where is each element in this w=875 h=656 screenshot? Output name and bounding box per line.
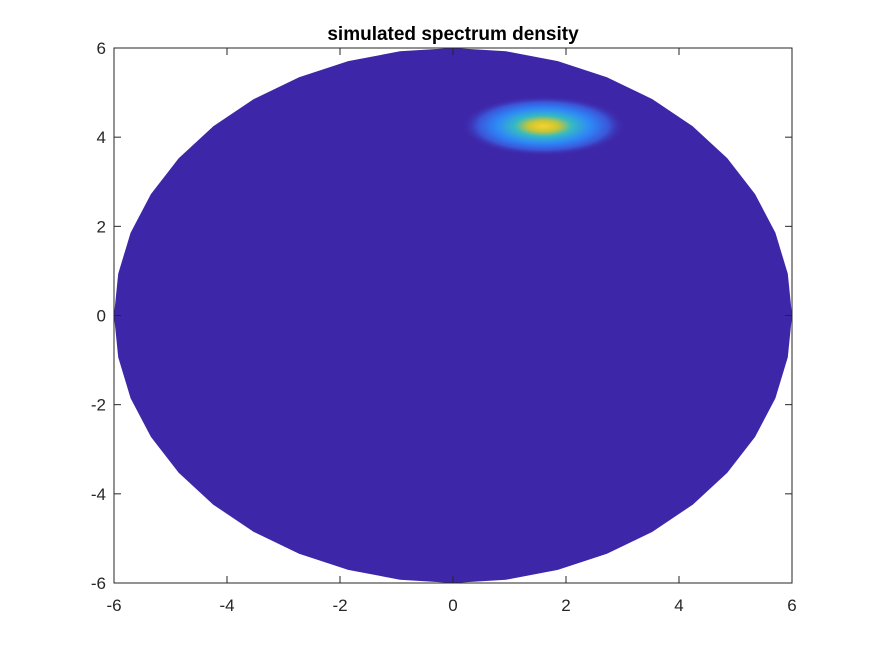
y-tick-label: 2 [97, 217, 106, 236]
y-tick-label: -2 [91, 396, 106, 415]
y-tick-label: -6 [91, 574, 106, 593]
y-axis-ticks: -6 -4 -2 0 2 4 6 [91, 39, 792, 593]
x-tick-label: 4 [674, 596, 683, 615]
x-tick-label: 6 [787, 596, 796, 615]
y-tick-label: -4 [91, 485, 106, 504]
x-tick-label: 0 [448, 596, 457, 615]
x-tick-label: 2 [561, 596, 570, 615]
y-tick-label: 0 [97, 307, 106, 326]
x-axis-ticks: -6 -4 -2 0 2 4 6 [106, 48, 797, 615]
chart-title: simulated spectrum density [327, 24, 579, 45]
x-tick-label: -6 [106, 596, 121, 615]
y-tick-label: 4 [97, 128, 106, 147]
plot-area [114, 48, 792, 583]
density-disk [114, 48, 792, 583]
x-tick-label: -2 [332, 596, 347, 615]
y-tick-label: 6 [97, 39, 106, 58]
density-peak [461, 96, 626, 157]
x-tick-label: -4 [219, 596, 234, 615]
